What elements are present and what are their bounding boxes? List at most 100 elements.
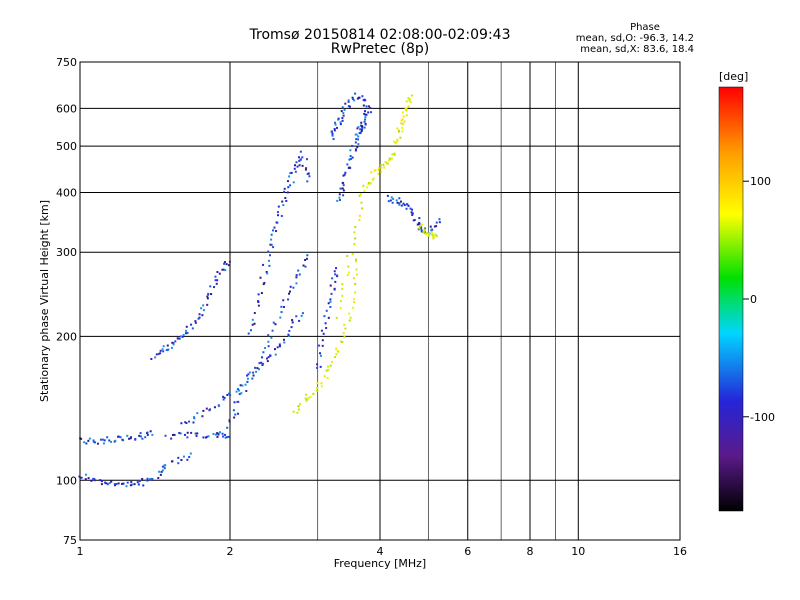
data-point xyxy=(161,348,164,351)
data-point xyxy=(392,197,395,200)
data-point xyxy=(285,199,288,202)
data-point xyxy=(228,260,231,263)
data-point xyxy=(325,309,328,312)
data-point xyxy=(236,388,239,391)
data-point xyxy=(388,159,391,162)
data-point xyxy=(421,230,424,233)
data-point xyxy=(349,157,352,160)
data-point xyxy=(393,140,396,143)
data-point xyxy=(119,436,122,439)
data-point xyxy=(114,439,117,442)
data-point xyxy=(226,426,229,429)
data-point xyxy=(227,435,230,438)
data-point xyxy=(117,482,120,485)
data-point xyxy=(222,398,225,401)
data-point xyxy=(186,431,189,434)
data-point xyxy=(298,402,301,405)
data-point xyxy=(363,189,366,192)
data-point xyxy=(330,130,333,133)
data-point xyxy=(383,166,386,169)
data-point xyxy=(223,396,226,399)
data-point xyxy=(320,385,323,388)
data-point xyxy=(267,250,270,253)
data-point xyxy=(125,485,128,488)
data-point xyxy=(343,108,346,111)
data-point xyxy=(341,187,344,190)
data-point xyxy=(190,323,193,326)
data-point xyxy=(100,480,103,483)
data-point xyxy=(333,128,336,131)
data-point xyxy=(266,272,269,275)
data-point xyxy=(224,436,227,439)
data-point xyxy=(92,439,95,442)
data-point xyxy=(226,436,229,439)
data-point xyxy=(122,482,125,485)
data-point xyxy=(261,364,264,367)
data-point xyxy=(351,96,354,99)
data-point xyxy=(367,105,370,108)
data-point xyxy=(358,132,361,135)
data-point xyxy=(134,437,137,440)
data-point xyxy=(309,396,312,399)
data-point xyxy=(178,337,181,340)
data-point xyxy=(344,327,347,330)
data-point xyxy=(162,350,165,353)
data-point xyxy=(290,326,293,329)
data-point xyxy=(304,397,307,400)
data-point xyxy=(410,94,413,97)
data-point xyxy=(246,374,249,377)
data-point xyxy=(164,464,167,467)
data-point xyxy=(120,482,123,485)
data-point xyxy=(263,281,266,284)
data-point xyxy=(355,260,358,263)
data-point xyxy=(357,96,360,99)
data-point xyxy=(420,228,423,231)
data-point xyxy=(349,155,352,158)
data-point xyxy=(165,349,168,352)
data-point xyxy=(430,228,433,231)
data-point xyxy=(335,316,338,319)
data-point xyxy=(353,301,356,304)
data-point xyxy=(217,433,220,436)
phase-legend-x: mean, sd,X: 83.6, 18.4 xyxy=(580,44,694,55)
data-point xyxy=(250,329,253,332)
data-point xyxy=(333,356,336,359)
data-point xyxy=(269,243,272,246)
data-point xyxy=(293,164,296,167)
data-point xyxy=(359,128,362,131)
data-point xyxy=(110,480,113,483)
data-point xyxy=(298,156,301,159)
data-point xyxy=(218,272,221,275)
data-point xyxy=(296,165,299,168)
data-point xyxy=(245,389,248,392)
data-point xyxy=(185,325,188,328)
data-point xyxy=(158,470,161,473)
data-point xyxy=(241,384,244,387)
data-point xyxy=(85,473,88,476)
data-point xyxy=(329,284,332,287)
data-point xyxy=(353,99,356,102)
data-point xyxy=(424,227,427,230)
data-point xyxy=(405,114,408,117)
data-point xyxy=(161,469,164,472)
data-point xyxy=(268,254,271,257)
data-point xyxy=(236,412,239,415)
data-point xyxy=(171,433,174,436)
data-point xyxy=(407,204,410,207)
data-point xyxy=(221,268,224,271)
data-point xyxy=(228,420,231,423)
data-point xyxy=(258,368,261,371)
data-point xyxy=(189,452,192,455)
data-point xyxy=(205,435,208,438)
data-point xyxy=(93,479,96,482)
data-point xyxy=(295,274,298,277)
data-point xyxy=(194,432,197,435)
data-point xyxy=(246,380,249,383)
data-point xyxy=(108,439,111,442)
data-point xyxy=(434,233,437,236)
phase-legend-title: Phase xyxy=(630,22,660,33)
data-point xyxy=(222,268,225,271)
data-point xyxy=(364,118,367,121)
data-point xyxy=(92,477,95,480)
data-point xyxy=(408,98,411,101)
